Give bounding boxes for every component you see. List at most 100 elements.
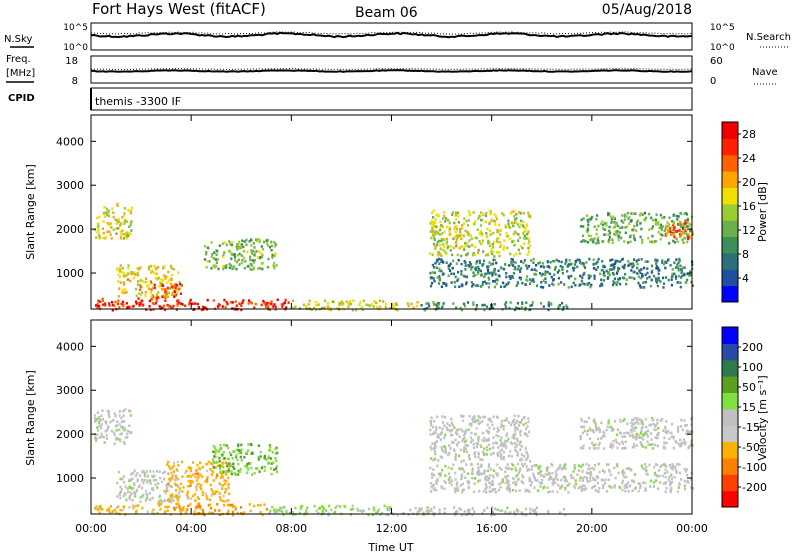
radar-cell	[570, 473, 573, 477]
radar-cell	[560, 260, 563, 264]
radar-cell	[502, 457, 505, 461]
radar-cell	[509, 226, 512, 229]
radar-cell	[134, 504, 137, 508]
radar-cell	[148, 267, 151, 271]
radar-cell	[473, 482, 476, 485]
radar-cell	[497, 434, 500, 438]
radar-cell	[134, 494, 137, 498]
radar-cell	[136, 283, 140, 287]
radar-cell	[125, 302, 128, 305]
radar-cell	[593, 225, 596, 228]
radar-cell	[444, 448, 447, 451]
radar-cell	[236, 448, 239, 452]
radar-cell	[457, 440, 460, 444]
radar-cell	[681, 222, 684, 226]
radar-cell	[592, 444, 595, 447]
radar-cell	[385, 302, 388, 306]
radar-cell	[145, 470, 148, 473]
radar-cell	[206, 480, 209, 484]
radar-cell	[471, 265, 474, 269]
radar-cell	[679, 285, 682, 289]
radar-cell	[97, 508, 100, 511]
radar-cell	[438, 508, 441, 511]
radar-cell	[222, 471, 225, 474]
radar-cell	[138, 484, 141, 487]
radar-cell	[226, 503, 230, 507]
radar-cell	[195, 469, 198, 472]
radar-cell	[240, 304, 243, 307]
radar-cell	[486, 268, 489, 271]
radar-cell	[119, 236, 123, 239]
radar-cell	[219, 471, 222, 474]
radar-cell	[333, 511, 336, 515]
radar-cell	[257, 504, 260, 507]
radar-cell	[633, 270, 636, 274]
radar-cell	[186, 495, 189, 498]
radar-cell	[463, 470, 466, 473]
radar-cell	[113, 442, 116, 446]
radar-cell	[123, 427, 126, 431]
radar-cell	[601, 435, 604, 438]
radar-cell	[499, 228, 502, 232]
radar-cell	[664, 481, 668, 485]
radar-cell	[678, 471, 681, 475]
radar-cell	[225, 266, 228, 269]
radar-cell	[227, 482, 230, 486]
radar-cell	[138, 301, 141, 305]
radar-cell	[646, 440, 649, 443]
radar-cell	[517, 233, 520, 236]
radar-cell	[191, 461, 195, 464]
radar-cell	[636, 417, 639, 420]
radar-cell	[662, 446, 665, 450]
radar-cell	[616, 465, 619, 468]
radar-cell	[110, 300, 114, 304]
colorbar-tick-label: -100	[742, 461, 767, 474]
radar-cell	[149, 482, 152, 485]
radar-cell	[477, 270, 480, 274]
radar-cell	[471, 439, 474, 442]
radar-cell	[380, 511, 384, 515]
radar-cell	[581, 282, 584, 285]
radar-cell	[584, 487, 587, 490]
radar-cell	[209, 462, 212, 465]
radar-cell	[119, 496, 122, 500]
radar-cell	[430, 472, 434, 476]
radar-cell	[268, 308, 271, 311]
radar-cell	[672, 228, 675, 231]
radar-cell	[477, 217, 480, 220]
radar-cell	[577, 464, 581, 467]
radar-cell	[597, 462, 600, 466]
radar-cell	[567, 491, 570, 494]
radar-cell	[433, 230, 436, 233]
radar-cell	[191, 494, 195, 498]
radar-cell	[108, 304, 111, 307]
radar-cell	[93, 414, 96, 417]
radar-cell	[263, 454, 266, 458]
radar-cell	[152, 508, 155, 512]
radar-cell	[210, 511, 213, 515]
radar-cell	[587, 480, 590, 483]
radar-cell	[97, 228, 100, 231]
radar-cell	[242, 299, 245, 302]
radar-cell	[175, 494, 178, 498]
radar-cell	[493, 280, 497, 283]
radar-cell	[212, 458, 215, 461]
radar-cell	[657, 469, 660, 472]
radar-cell	[145, 308, 148, 311]
radar-cell	[94, 433, 97, 437]
radar-cell	[129, 473, 132, 476]
radar-cell	[493, 220, 496, 223]
radar-cell	[132, 270, 135, 274]
radar-cell	[511, 436, 514, 439]
radar-cell	[483, 280, 486, 284]
radar-cell	[119, 432, 122, 436]
radar-cell	[210, 241, 213, 244]
radar-cell	[161, 306, 164, 310]
radar-cell	[631, 212, 634, 215]
freq-label-2: [MHz]	[6, 68, 35, 79]
radar-cell	[136, 472, 139, 475]
radar-cell	[120, 222, 123, 225]
radar-cell	[440, 258, 443, 261]
radar-cell	[257, 250, 260, 253]
radar-cell	[684, 222, 687, 225]
